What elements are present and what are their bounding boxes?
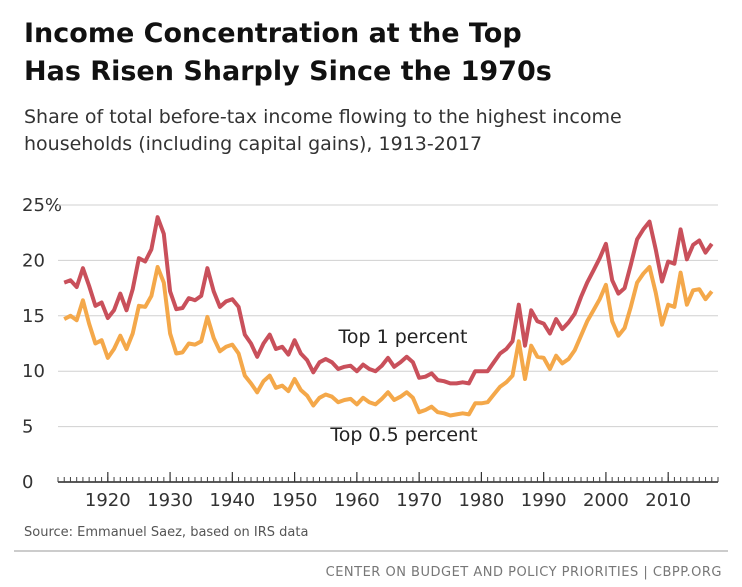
x-tick-label: 1970 [396,490,442,511]
series-label: Top 1 percent [337,326,467,348]
x-tick-label: 1990 [521,490,567,511]
x-tick-label: 2010 [645,490,691,511]
chart-title: Has Risen Sharply Since the 1970s [24,56,552,87]
x-tick-label: 1940 [209,490,255,511]
series-line [63,215,714,386]
chart-subtitle: households (including capital gains), 19… [24,133,482,155]
y-tick-label: 25% [22,195,62,216]
x-tick-label: 2000 [583,490,629,511]
chart-subtitle: Share of total before-tax income flowing… [24,106,622,128]
y-tick-label: 0 [22,472,33,493]
y-tick-label: 10 [22,361,45,382]
y-tick-label: 15 [22,306,45,327]
x-tick-label: 1980 [458,490,504,511]
y-tick-label: 20 [22,250,45,271]
x-tick-label: 1930 [147,490,193,511]
chart-title: Income Concentration at the Top [24,18,522,49]
source: Source: Emmanuel Saez, based on IRS data [24,525,308,540]
series-line [63,265,714,418]
x-tick-label: 1920 [85,490,131,511]
x-tick-label: 1950 [272,490,318,511]
footer: CENTER ON BUDGET AND POLICY PRIORITIES |… [326,565,722,580]
y-tick-label: 5 [22,417,33,438]
x-tick-label: 1960 [334,490,380,511]
series-label: Top 0.5 percent [329,424,477,446]
